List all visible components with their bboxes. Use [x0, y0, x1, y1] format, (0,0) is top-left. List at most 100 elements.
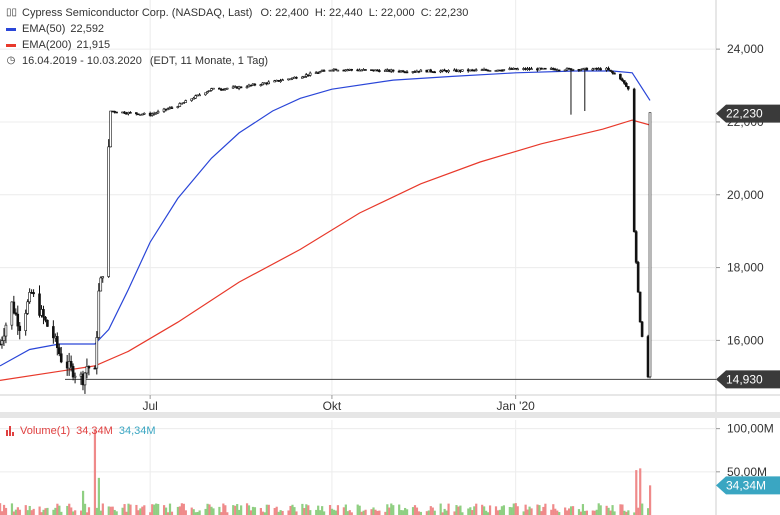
volume-bar-68 — [184, 510, 187, 515]
volume-bar-138 — [378, 510, 381, 515]
volume-bar-95 — [261, 511, 264, 515]
volume-bar-202 — [556, 510, 559, 515]
candle-body-88 — [239, 86, 243, 89]
volume-bar-134 — [370, 509, 373, 515]
candle-body-10 — [26, 301, 29, 314]
candle-body-5 — [12, 301, 16, 314]
volume-bar-229 — [633, 512, 636, 515]
volume-bar-86 — [236, 504, 239, 515]
volume-bar-159 — [439, 503, 442, 515]
candle-body-83 — [225, 87, 229, 90]
volume-bar-208 — [571, 506, 575, 515]
y-tick-label-24000: 24,000 — [727, 42, 764, 56]
candle-body-221 — [609, 69, 612, 72]
volume-bar-66 — [180, 503, 183, 515]
candle-body-73 — [198, 94, 201, 97]
candle-body-146 — [401, 70, 405, 73]
candle-body-79 — [218, 87, 221, 90]
volume-bar-182 — [500, 506, 504, 515]
volume-bar-41 — [111, 506, 114, 515]
volume-bar-73 — [198, 510, 201, 515]
volume-bar-60 — [164, 507, 168, 515]
volume-bar-215 — [593, 510, 596, 515]
candle-body-204 — [563, 69, 567, 72]
volume-bar-100 — [275, 506, 278, 515]
candle-body-8 — [18, 325, 22, 331]
volume-bar-122 — [334, 510, 338, 515]
volume-bar-97 — [265, 504, 268, 515]
volume-bar-76 — [208, 504, 211, 515]
volume-bar-15 — [40, 512, 43, 515]
volume-bar-80 — [220, 512, 223, 515]
volume-bar-91 — [249, 510, 253, 515]
volume-bar-146 — [402, 510, 405, 515]
candle-body-32 — [85, 366, 89, 374]
volume-bar-186 — [512, 503, 515, 515]
volume-bar-199 — [550, 509, 553, 515]
volume-bar-42 — [113, 509, 116, 515]
volume-bar-235 — [649, 485, 652, 515]
volume-bar-83 — [226, 512, 229, 515]
volume-bar-77 — [210, 506, 213, 515]
volume-bar-223 — [613, 511, 616, 515]
volume-bar-218 — [599, 505, 602, 515]
volume-bar-173 — [475, 503, 478, 515]
candle-body-78 — [212, 87, 215, 90]
volume-bar-89 — [245, 503, 249, 515]
volume-bar-211 — [581, 504, 585, 515]
candle-body-213 — [585, 67, 589, 71]
volume-bar-137 — [376, 510, 379, 515]
y-tick-label-16000: 16,000 — [727, 333, 764, 347]
volume-bar-222 — [611, 505, 614, 515]
volume-bar-213 — [585, 510, 588, 515]
candle-body-123 — [336, 69, 340, 72]
volume-bar-140 — [386, 504, 389, 515]
candle-body-9 — [24, 313, 27, 331]
volume-bar-7 — [16, 507, 19, 515]
bar-chart-icon: ▯▯ — [6, 7, 18, 18]
volume-bar-2 — [2, 504, 6, 515]
volume-bar-141 — [388, 507, 391, 515]
volume-bar-87 — [238, 509, 241, 515]
volume-bar-180 — [496, 510, 500, 515]
volume-bar-165 — [455, 505, 458, 515]
legend-ema200-row: EMA(200) 21,915 — [6, 37, 468, 53]
volume-last-badge — [716, 476, 780, 495]
candle-body-23 — [59, 353, 63, 363]
candle-body-98 — [267, 81, 270, 84]
volume-bar-82 — [224, 505, 227, 515]
candle-body-55 — [150, 113, 154, 116]
candle-body-67 — [182, 102, 186, 104]
x-tick-label-1: Okt — [323, 399, 342, 413]
candle-body-74 — [204, 92, 207, 96]
volume-bar-31 — [83, 503, 87, 515]
volume-bar-221 — [609, 510, 612, 515]
volume-bar-219 — [605, 505, 608, 515]
volume-bar-185 — [510, 507, 513, 515]
vol-tick-label-100: 100,00M — [727, 422, 774, 436]
volume-bar-220 — [607, 507, 610, 515]
candle-body-33 — [87, 366, 91, 369]
volume-bar-37 — [99, 510, 102, 515]
volume-value-red: 34,34M — [76, 425, 113, 437]
volume-bar-197 — [542, 506, 545, 515]
date-range: 16.04.2019 - 10.03.2020 — [22, 55, 142, 67]
volume-bar-179 — [494, 506, 498, 515]
candle-body-43 — [115, 111, 118, 114]
candle-body-13 — [32, 292, 35, 295]
volume-bar-116 — [319, 510, 322, 515]
volume-bar-181 — [498, 509, 502, 515]
candle-body-31 — [83, 372, 87, 386]
candle-body-65 — [178, 103, 182, 107]
candle-body-61 — [166, 108, 170, 110]
candle-body-225 — [621, 78, 624, 81]
volume-bar-124 — [342, 507, 345, 515]
candle-body-34 — [93, 367, 97, 370]
volume-bar-234 — [647, 508, 650, 515]
volume-bar-209 — [577, 509, 581, 515]
volume-bar-33 — [87, 507, 91, 515]
candle-body-69 — [190, 98, 193, 101]
volume-bar-71 — [194, 512, 197, 515]
volume-bar-57 — [155, 503, 158, 515]
candle-body-193 — [530, 68, 533, 71]
